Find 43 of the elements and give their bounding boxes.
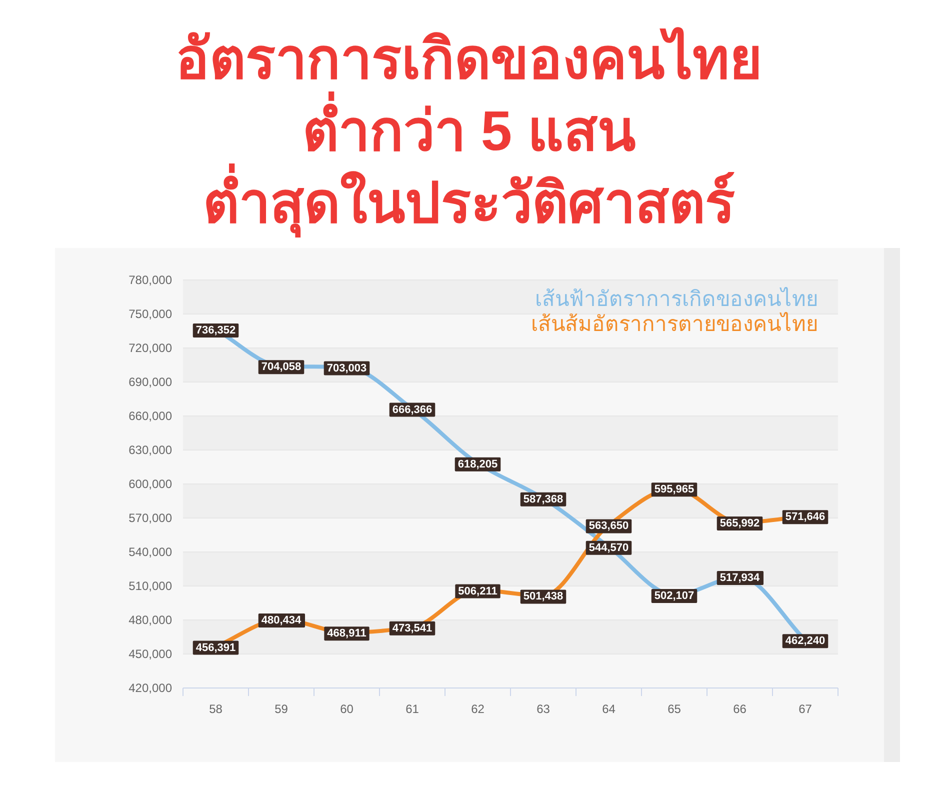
data-label: 544,570: [588, 542, 629, 554]
y-tick-label: 780,000: [128, 273, 172, 287]
x-tick-label: 64: [602, 702, 616, 716]
data-label: 506,211: [458, 585, 498, 598]
y-tick-label: 510,000: [128, 579, 172, 593]
data-label: 563,650: [588, 520, 629, 532]
y-tick-label: 600,000: [128, 477, 172, 491]
y-tick-label: 540,000: [128, 545, 172, 559]
y-tick-label: 750,000: [128, 307, 172, 321]
data-label: 501,438: [523, 590, 564, 603]
y-tick-label: 720,000: [128, 341, 172, 355]
data-label: 462,240: [785, 635, 826, 648]
y-tick-label: 450,000: [128, 647, 172, 661]
data-label: 703,003: [326, 362, 367, 374]
data-label: 736,352: [196, 324, 236, 336]
x-tick-label: 62: [471, 702, 485, 716]
y-tick-label: 690,000: [128, 375, 172, 389]
data-label: 704,058: [261, 361, 302, 374]
data-label: 571,646: [785, 511, 826, 524]
y-tick-label: 570,000: [128, 511, 172, 525]
data-label: 480,434: [261, 614, 302, 627]
x-tick-label: 67: [798, 702, 812, 716]
x-tick-label: 60: [340, 702, 354, 716]
x-tick-label: 65: [668, 702, 682, 716]
y-tick-label: 660,000: [128, 409, 172, 423]
data-label: 473,541: [392, 622, 432, 634]
y-tick-label: 480,000: [128, 613, 172, 627]
data-label: 595,965: [654, 484, 694, 496]
x-tick-label: 61: [406, 702, 420, 716]
data-label: 456,391: [196, 642, 236, 654]
data-label: 517,934: [720, 572, 761, 584]
y-tick-label: 420,000: [128, 681, 172, 695]
data-label: 565,992: [720, 518, 760, 530]
y-tick-label: 630,000: [128, 443, 172, 457]
x-tick-label: 59: [274, 702, 288, 716]
data-label: 618,205: [458, 458, 498, 470]
x-tick-label: 58: [209, 702, 223, 716]
x-tick-label: 66: [733, 702, 747, 716]
data-label: 666,366: [392, 404, 432, 416]
data-label: 587,368: [523, 493, 564, 506]
data-label: 468,911: [327, 628, 366, 640]
data-label: 502,107: [654, 590, 694, 602]
x-tick-label: 63: [536, 702, 550, 716]
